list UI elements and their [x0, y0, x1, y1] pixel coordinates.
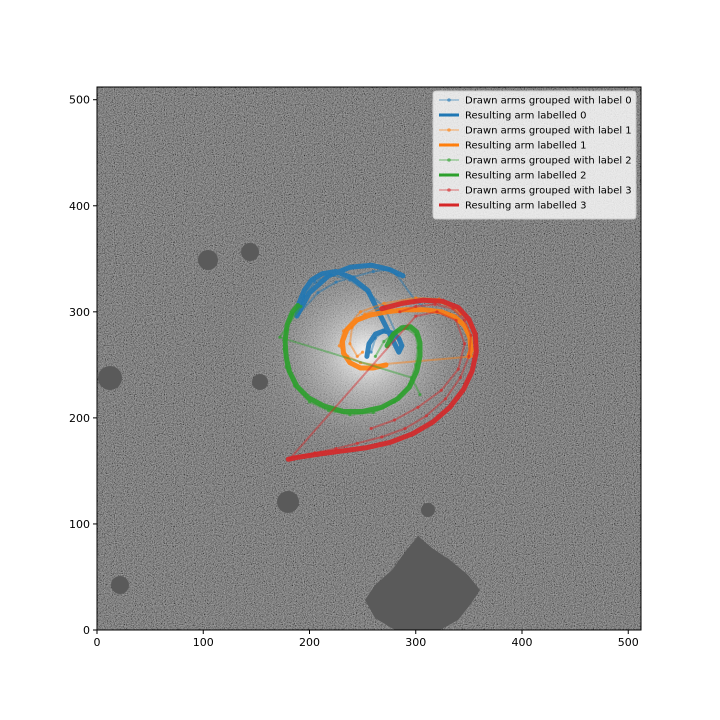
drawn-point — [424, 414, 428, 418]
resulting-arm-1 — [339, 307, 474, 371]
y-tick-label: 100 — [69, 518, 90, 531]
drawn-point — [361, 350, 365, 354]
drawn-point — [467, 354, 471, 358]
legend-label: Resulting arm labelled 0 — [465, 111, 587, 122]
resulting-arm-3 — [285, 297, 479, 462]
drawn-point — [469, 333, 473, 337]
x-tick-label: 0 — [94, 636, 101, 649]
drawn-point — [416, 405, 420, 409]
drawn-point — [458, 376, 462, 380]
drawn-point — [435, 310, 439, 314]
drawn-point — [414, 314, 418, 318]
resulting-arm-0 — [294, 262, 406, 359]
drawn-point — [443, 397, 448, 401]
legend-label: Drawn arms grouped with label 3 — [465, 186, 632, 197]
x-tick-label: 500 — [618, 636, 639, 649]
drawn-point — [414, 304, 418, 309]
x-tick-label: 200 — [299, 636, 320, 649]
x-tick-label: 400 — [512, 636, 533, 649]
drawn-point — [316, 291, 320, 295]
series-layer — [278, 262, 479, 462]
y-tick-label: 200 — [69, 412, 90, 425]
legend-marker — [447, 188, 451, 192]
drawn-point — [369, 350, 373, 354]
drawn-point — [382, 339, 386, 344]
resulting-arm-2 — [282, 303, 423, 414]
drawn-point — [373, 354, 377, 358]
x-tick-label: 100 — [193, 636, 214, 649]
legend-marker — [447, 98, 451, 102]
drawn-point — [337, 344, 341, 348]
drawn-point — [278, 335, 282, 339]
x-tick-label: 300 — [405, 636, 426, 649]
drawn-point — [433, 302, 437, 306]
drawn-point — [358, 310, 363, 314]
drawn-point — [380, 435, 384, 439]
y-tick-label: 300 — [69, 306, 90, 319]
drawn-point — [371, 269, 375, 274]
legend-box — [432, 90, 637, 220]
drawn-point — [456, 367, 460, 371]
legend-label: Drawn arms grouped with label 2 — [465, 156, 632, 167]
drawn-point — [403, 426, 407, 431]
drawn-point — [398, 310, 402, 314]
legend-marker — [447, 158, 451, 162]
drawn-point — [334, 280, 338, 284]
drawn-point — [355, 354, 359, 358]
drawn-point — [418, 393, 422, 397]
drawn-point — [348, 342, 352, 346]
drawn-point — [463, 342, 467, 346]
legend-label: Resulting arm labelled 2 — [465, 171, 587, 182]
y-tick-label: 400 — [69, 200, 90, 213]
y-tick-label: 0 — [83, 624, 90, 637]
legend: Drawn arms grouped with label 0 Resulting… — [432, 90, 637, 220]
drawn-point — [382, 301, 386, 305]
legend-marker — [447, 128, 451, 132]
drawn-point — [358, 361, 363, 365]
drawn-point — [355, 441, 359, 445]
y-axis: 0 100 200 300 400 500 — [69, 94, 97, 637]
legend-label: Resulting arm labelled 3 — [465, 201, 587, 212]
drawn-point — [369, 426, 373, 431]
legend-label: Drawn arms grouped with label 0 — [465, 96, 632, 107]
legend-label: Drawn arms grouped with label 1 — [465, 126, 632, 137]
y-tick-label: 500 — [69, 94, 90, 107]
drawn-point — [454, 318, 458, 322]
plot-frame — [96, 86, 642, 631]
x-axis: 0 100 200 300 400 500 — [94, 630, 639, 649]
drawn-point — [439, 388, 443, 392]
drawn-point — [463, 318, 467, 322]
drawn-point — [392, 418, 397, 422]
legend-label: Resulting arm labelled 1 — [465, 141, 587, 152]
